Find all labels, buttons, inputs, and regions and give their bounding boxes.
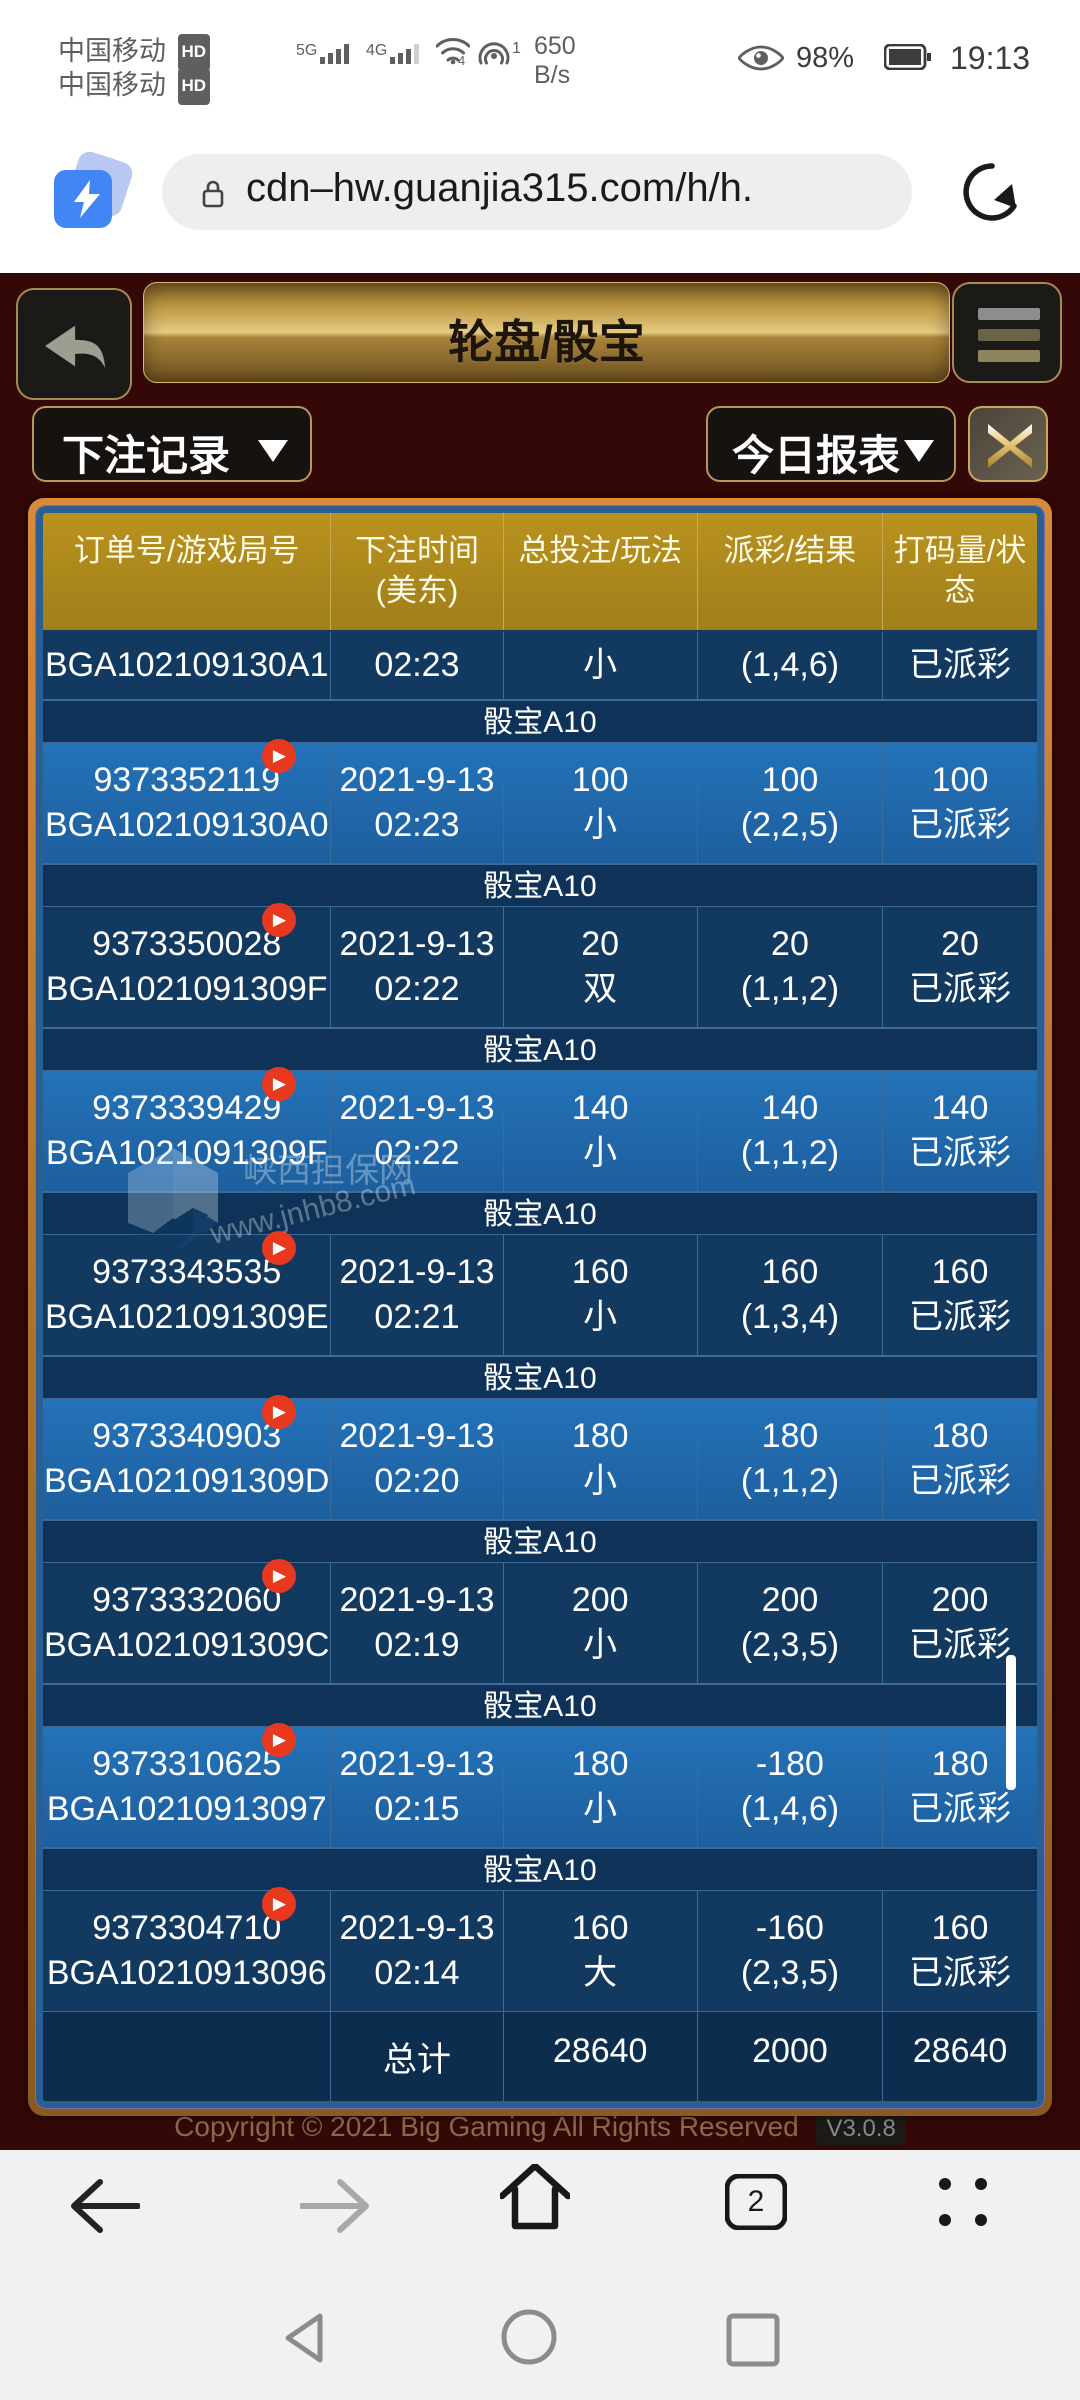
svg-text:2: 2 xyxy=(748,2185,765,2218)
svg-text:4: 4 xyxy=(458,53,465,66)
